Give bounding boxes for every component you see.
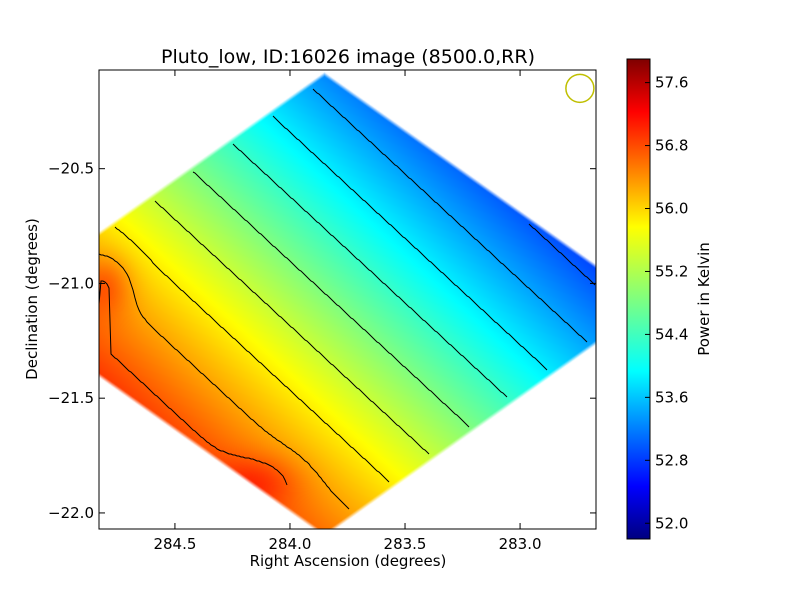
y-tick-label: −20.5	[48, 160, 94, 178]
colorbar-tick-label: 56.8	[655, 137, 688, 155]
x-tick-label: 283.5	[384, 535, 427, 553]
x-axis-label: Right Ascension (degrees)	[250, 552, 447, 570]
x-tick-label: 284.5	[153, 535, 196, 553]
colorbar-tick-label: 57.6	[655, 74, 688, 92]
x-tick-label: 283.0	[499, 535, 542, 553]
y-tick-label: −21.0	[48, 274, 94, 292]
contour-line	[154, 200, 430, 455]
colorbar-tick-label: 52.8	[655, 451, 688, 469]
colorbar-tick-label: 54.4	[655, 325, 688, 343]
plot-area	[98, 69, 597, 530]
beam-marker	[565, 73, 595, 104]
x-tick-label: 284.0	[269, 535, 312, 553]
chart-title: Pluto_low, ID:16026 image (8500.0,RR)	[161, 46, 535, 68]
colorbar-ticks: 57.6 56.8 56.0 55.2 54.4 53.6 52.8 52.0	[645, 74, 688, 532]
y-axis: −20.5 −21.0 −21.5 −22.0	[48, 160, 596, 522]
contour-line	[99, 280, 288, 486]
contour-line	[232, 143, 508, 398]
colorbar-tick-label: 52.0	[655, 514, 688, 532]
colorbar-gradient	[626, 58, 651, 540]
colorbar-label: Power in Kelvin	[695, 242, 713, 356]
contour-line	[114, 226, 390, 483]
x-axis: 284.5 284.0 283.5 283.0	[153, 70, 542, 553]
contour-line	[312, 88, 588, 343]
colorbar-tick-label: 55.2	[655, 262, 688, 280]
heatmap-raster	[99, 70, 596, 529]
contour-line	[192, 171, 470, 428]
colorbar-tick-label: 53.6	[655, 388, 688, 406]
contour-line	[528, 223, 596, 286]
axes-frame	[98, 69, 597, 530]
y-tick-label: −22.0	[48, 504, 94, 522]
heatmap-image	[99, 70, 596, 529]
colorbar: 57.6 56.8 56.0 55.2 54.4 53.6 52.8 52.0 Power i…	[626, 58, 713, 540]
colorbar-tick-label: 56.0	[655, 200, 688, 218]
contour-line	[99, 253, 350, 510]
y-axis-label: Declination (degrees)	[23, 218, 41, 380]
contour-lines	[99, 88, 596, 510]
y-tick-label: −21.5	[48, 389, 94, 407]
contour-line	[272, 115, 548, 371]
